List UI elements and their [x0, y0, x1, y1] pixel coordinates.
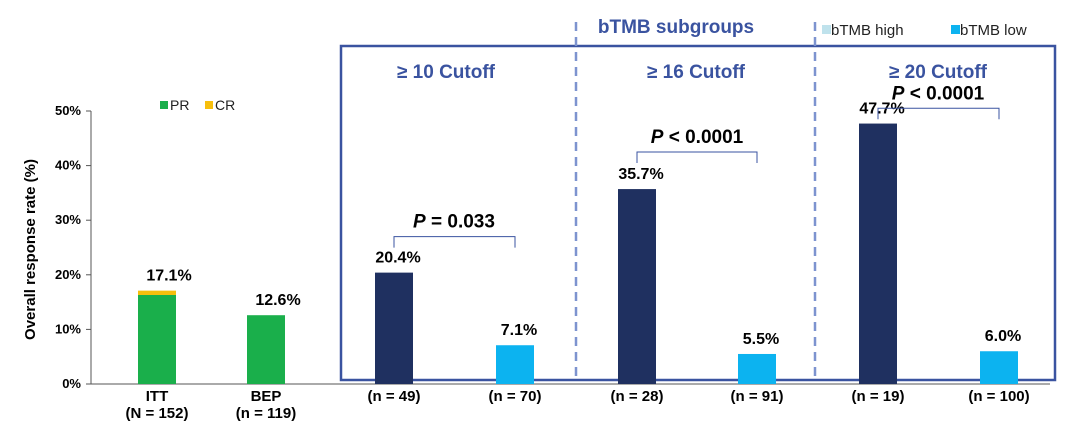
p-value: P < 0.0001	[651, 127, 744, 148]
cutoff-header: ≥ 20 Cutoff	[889, 62, 988, 83]
category-n-bep: (n = 119)	[236, 405, 296, 422]
bar-c20-high	[859, 123, 897, 385]
legend-swatch-btmb-low	[951, 25, 960, 34]
category-n-c20-low: (n = 100)	[968, 388, 1029, 405]
significance-bracket	[393, 236, 516, 248]
subgroups-title: bTMB subgroups	[598, 17, 754, 38]
legend-label-btmb-high: bTMB high	[831, 22, 904, 39]
cutoff-header: ≥ 16 Cutoff	[647, 62, 746, 83]
category-label-itt: ITT	[146, 388, 169, 405]
bar-c16-low	[738, 353, 776, 384]
category-n-c16-high: (n = 28)	[611, 388, 664, 405]
bar-itt-pr	[138, 295, 176, 384]
legend-label-btmb-low: bTMB low	[960, 22, 1027, 39]
cutoff-header: ≥ 10 Cutoff	[397, 62, 496, 83]
category-n-c10-low: (n = 70)	[489, 388, 542, 405]
data-label-c10-low: 7.1%	[501, 322, 537, 339]
bar-c20-low	[980, 351, 1018, 384]
category-n-c20-high: (n = 19)	[852, 388, 905, 405]
subgroup-frame	[339, 44, 1057, 382]
p-value: P < 0.0001	[892, 83, 985, 104]
y-axis-title: Overall response rate (%)	[22, 159, 39, 340]
significance-bracket	[877, 107, 1000, 120]
bar-itt-cr	[138, 290, 176, 296]
y-tick-label: 10%	[55, 321, 81, 336]
category-n-itt: (N = 152)	[126, 405, 189, 422]
bar-bep-pr	[247, 315, 285, 384]
bar-c10-high	[375, 272, 413, 384]
bar-c10-low	[496, 345, 534, 384]
category-label-bep: BEP	[251, 388, 282, 405]
significance-bracket	[636, 151, 758, 163]
data-label-bep: 12.6%	[255, 292, 300, 309]
y-tick-label: 30%	[55, 212, 81, 227]
data-label-c10-high: 20.4%	[375, 250, 420, 267]
p-value: P = 0.033	[413, 212, 495, 233]
category-n-c16-low: (n = 91)	[731, 388, 784, 405]
legend-swatch-pr	[160, 101, 168, 109]
y-tick-label: 20%	[55, 267, 81, 282]
bar-c16-high	[618, 189, 656, 384]
data-label-c16-low: 5.5%	[743, 331, 779, 348]
data-label-c16-high: 35.7%	[618, 166, 663, 183]
data-label-c20-high: 47.7%	[859, 101, 904, 118]
y-tick-label: 40%	[55, 158, 81, 173]
data-label-c20-low: 6.0%	[985, 328, 1021, 345]
legend-label-cr: CR	[215, 97, 235, 113]
legend-swatch-btmb-high	[822, 25, 831, 34]
data-label-itt: 17.1%	[146, 268, 191, 285]
y-tick-label: 0%	[62, 376, 81, 391]
legend-swatch-cr	[205, 101, 213, 109]
category-n-c10-high: (n = 49)	[368, 388, 421, 405]
legend-label-pr: PR	[170, 97, 189, 113]
y-tick-label: 50%	[55, 103, 81, 118]
